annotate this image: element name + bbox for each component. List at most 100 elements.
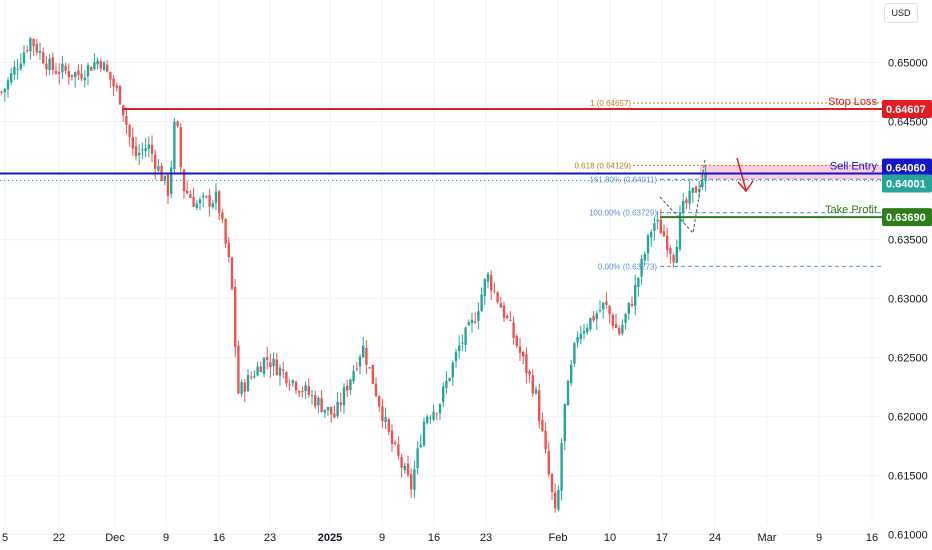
currency-badge[interactable]: USD <box>884 3 918 23</box>
take-profit-tag-box <box>882 208 932 227</box>
candle-body <box>339 402 342 405</box>
candle-body <box>624 313 627 323</box>
candle-body <box>26 50 29 52</box>
candle-body <box>659 219 662 234</box>
candle-body <box>637 278 640 287</box>
x-tick-label: 16 <box>428 532 440 544</box>
candle-body <box>589 317 592 330</box>
candle-body <box>64 66 67 71</box>
x-tick-label: 10 <box>604 532 616 544</box>
candle-body <box>586 327 589 333</box>
candle-body <box>573 343 576 364</box>
candle-body <box>352 370 355 382</box>
candle-body <box>422 421 426 446</box>
candle-body <box>381 406 384 422</box>
candle-body <box>496 292 499 303</box>
candle-body <box>256 366 259 376</box>
candle-body <box>288 384 291 386</box>
candle-body <box>368 367 371 369</box>
candle-body <box>451 362 454 378</box>
x-tick-label: 22 <box>53 532 65 544</box>
sell-entry-tag-box <box>882 158 932 177</box>
x-tick-label: Dec <box>105 532 125 544</box>
candle-body <box>122 105 125 116</box>
candle-body <box>125 115 128 125</box>
candle-body <box>448 378 451 381</box>
candle-body <box>282 369 285 371</box>
candle-body <box>605 301 608 305</box>
candle-body <box>19 63 22 69</box>
candle-body <box>230 257 234 290</box>
candle-body <box>304 385 307 392</box>
time-axis[interactable]: 5 22 Dec 9 16 23 2025 9 16 23 Feb 10 17 24 Mar 9 16 <box>2 532 878 544</box>
candle-body <box>477 311 480 321</box>
candle-body <box>154 154 157 169</box>
candle-body <box>285 372 288 384</box>
fib-zones <box>700 165 882 180</box>
candle-body <box>243 382 246 392</box>
y-tick-label: 0.61500 <box>888 471 928 483</box>
candle-body <box>237 345 240 394</box>
candle-body <box>294 381 298 391</box>
candle-body <box>83 77 86 81</box>
candle-body <box>259 366 262 373</box>
candle-body <box>560 443 563 491</box>
candle-body <box>320 398 323 412</box>
y-tick-label: 0.62500 <box>888 353 928 365</box>
candle-body <box>310 395 314 397</box>
candle-body <box>45 63 48 70</box>
candle-body <box>221 212 224 220</box>
candle-body <box>525 354 528 374</box>
candle-body <box>272 358 275 366</box>
candle-body <box>106 64 109 72</box>
candle-body <box>198 199 202 204</box>
candle-body <box>112 78 115 87</box>
price-axis[interactable]: 0.650000.645000.640000.635000.630000.625… <box>882 58 932 542</box>
candle-body <box>413 469 416 491</box>
candle-body <box>208 195 211 207</box>
x-tick-label: Mar <box>758 532 777 544</box>
candle-body <box>227 242 230 258</box>
candle-body <box>486 274 490 282</box>
candle-body <box>77 70 80 75</box>
candle-body <box>138 152 141 156</box>
candle-body <box>51 57 54 70</box>
candle-body <box>656 219 659 222</box>
candle-body <box>307 386 310 395</box>
candle-body <box>32 38 35 47</box>
candle-body <box>246 375 250 392</box>
candle-body <box>323 409 326 413</box>
candle-body <box>10 73 13 83</box>
candle-body <box>397 444 400 456</box>
candle-body <box>301 391 304 393</box>
candle-body <box>115 85 118 88</box>
candle-body <box>42 52 45 64</box>
y-tick-label: 0.65000 <box>888 58 928 70</box>
candle-body <box>579 333 582 340</box>
x-tick-label: 5 <box>2 532 8 544</box>
candle-body <box>595 313 598 320</box>
candle-body <box>480 294 483 312</box>
candle-body <box>419 445 422 447</box>
candle-body <box>6 80 10 90</box>
fib-retracement-label: 0.618 (0.64129) <box>575 161 632 170</box>
candle-body <box>470 319 474 324</box>
candle-body <box>598 310 602 312</box>
candle-body <box>390 430 394 445</box>
candle-body <box>3 88 6 93</box>
candle-body <box>512 322 515 339</box>
candle-body <box>67 71 70 77</box>
fib-lines: 1 (0.64657) 0.618 (0.64129) 161.80% (0.640… <box>575 99 882 271</box>
candle-body <box>211 203 214 208</box>
candle-body <box>166 175 170 196</box>
stop-loss-tag-text: 0.64607 <box>886 104 926 116</box>
sell-entry-tag-text: 0.64060 <box>886 162 926 174</box>
candle-body <box>426 416 429 423</box>
fib-extension-label: 161.80% (0.64011) <box>590 175 658 184</box>
candle-body <box>0 91 3 93</box>
candle-body <box>698 188 701 192</box>
fib-extension-label: 0.00% (0.63273) <box>598 262 657 271</box>
fib-retracement-label: 1 (0.64657) <box>590 99 631 108</box>
sell-zone <box>700 165 882 180</box>
